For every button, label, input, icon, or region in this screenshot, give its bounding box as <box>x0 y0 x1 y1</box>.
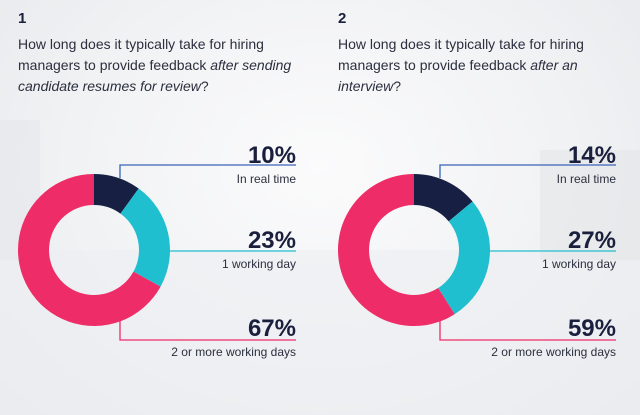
category-label-real-time: In real time <box>237 172 297 186</box>
panel-1: 1 How long does it typically take for hi… <box>17 10 303 359</box>
question-plain: How long does it typically take for hiri… <box>338 36 584 73</box>
category-label-real-time: In real time <box>557 172 617 186</box>
leader-line-real-time <box>439 164 616 178</box>
leader-line-two-plus-days <box>119 312 296 341</box>
question-text: How long does it typically take for hiri… <box>338 34 623 97</box>
question-plain: How long does it typically take for hiri… <box>18 36 264 73</box>
donut-chart-1: 10% In real time 23% 1 working day 67% 2 or m… <box>17 142 297 359</box>
donut-slice-two-plus-days <box>17 174 161 327</box>
category-label-two-plus-days: 2 or more working days <box>171 345 296 359</box>
question-end: ? <box>200 78 209 94</box>
question-italic: after sending candidate resumes for revi… <box>18 57 292 94</box>
leader-line-two-plus-days <box>439 312 616 341</box>
donut-slice-real-time <box>94 174 139 214</box>
data-label-two-plus-days: 59% <box>568 315 616 342</box>
question-text: How long does it typically take for hiri… <box>18 34 303 97</box>
donut-slice-real-time <box>414 174 473 222</box>
donut-chart-2: 14% In real time 27% 1 working day 59% 2 or m… <box>337 142 617 359</box>
question-end: ? <box>393 78 402 94</box>
category-label-one-day: 1 working day <box>542 257 616 271</box>
question-number: 2 <box>338 10 347 27</box>
panel-2: 2 How long does it typically take for hi… <box>320 0 640 415</box>
donut-slice-one-day <box>438 201 490 315</box>
question-number: 1 <box>18 10 27 27</box>
data-label-real-time: 14% <box>568 142 616 169</box>
leader-line-real-time <box>119 164 296 178</box>
category-label-one-day: 1 working day <box>222 257 296 271</box>
donut-slice-two-plus-days <box>337 174 455 327</box>
data-label-real-time: 10% <box>248 142 296 169</box>
data-label-two-plus-days: 67% <box>248 315 296 342</box>
category-label-two-plus-days: 2 or more working days <box>491 345 616 359</box>
data-label-one-day: 23% <box>248 227 296 254</box>
donut-slice-one-day <box>120 188 170 287</box>
data-label-one-day: 27% <box>568 227 616 254</box>
question-italic: after an interview <box>338 57 578 94</box>
